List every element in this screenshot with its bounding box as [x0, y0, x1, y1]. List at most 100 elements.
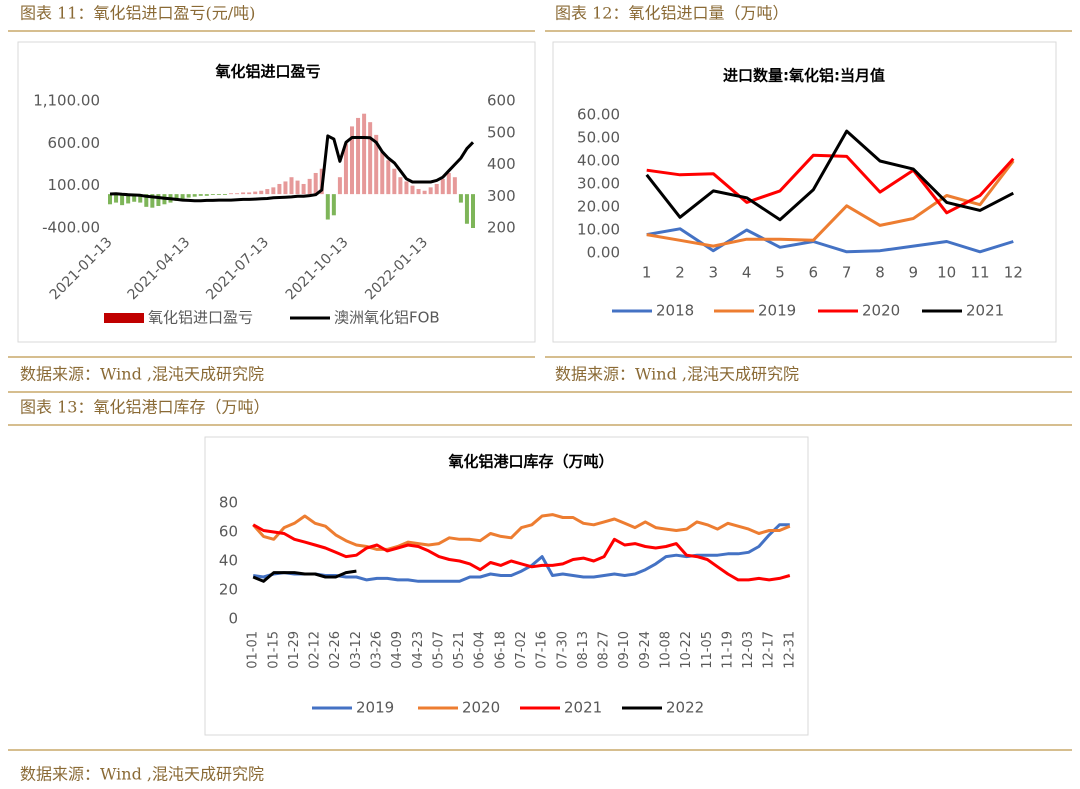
bar — [259, 190, 264, 195]
bar — [283, 181, 288, 195]
bar — [120, 194, 125, 206]
bar — [229, 193, 233, 195]
legend-label: 2021 — [966, 302, 1004, 320]
line — [646, 160, 1015, 248]
y-tick-label: 40.00 — [577, 152, 620, 170]
y2-tick-label: 200 — [487, 219, 516, 237]
bar — [458, 194, 463, 203]
bar — [374, 134, 379, 195]
bar — [440, 178, 445, 195]
chart-frame — [17, 41, 536, 343]
x-tick-label: 5 — [775, 264, 785, 282]
bar — [386, 160, 391, 195]
x-tick-label: 03-26 — [370, 631, 385, 669]
y2-tick-label: 300 — [487, 187, 516, 205]
x-tick-label: 10 — [937, 264, 956, 282]
bar — [404, 181, 409, 195]
line — [645, 129, 1014, 222]
bar — [343, 143, 348, 195]
bar — [271, 187, 276, 195]
x-tick-label: 12-31 — [782, 631, 797, 669]
bar — [434, 183, 439, 195]
x-tick-label: 01-29 — [287, 631, 302, 669]
line — [252, 513, 791, 551]
bar — [198, 194, 203, 196]
bar — [398, 177, 403, 195]
y-tick-label: 100.00 — [48, 176, 101, 194]
x-tick-label: 08-27 — [597, 631, 612, 669]
x-tick-label: 11-05 — [700, 631, 715, 669]
x-tick-label: 12 — [1004, 264, 1023, 282]
x-tick-label: 12-17 — [762, 631, 777, 669]
x-tick-label: 09-24 — [638, 631, 653, 669]
x-tick-label: 06-18 — [493, 631, 508, 669]
x-tick-label: 04-23 — [411, 631, 426, 669]
x-tick-label: 04-09 — [390, 631, 405, 669]
x-tick-label: 6 — [809, 264, 819, 282]
x-tick-label: 9 — [909, 264, 919, 282]
y-tick-label: 30.00 — [577, 175, 620, 193]
y2-tick-label: 500 — [487, 123, 516, 141]
y-tick-label: 20.00 — [577, 198, 620, 216]
bar — [277, 183, 282, 195]
line — [252, 523, 790, 583]
legend-label: 2019 — [758, 302, 796, 320]
source: 数据来源：Wind ,混沌天成研究院 — [20, 365, 264, 384]
y2-tick-label: 400 — [487, 155, 516, 173]
bar — [452, 177, 457, 195]
x-tick-label: 12-03 — [741, 631, 756, 669]
bar — [126, 194, 131, 204]
x-tick-label: 09-10 — [617, 631, 632, 669]
x-tick-label: 3 — [709, 264, 719, 282]
bar — [241, 192, 246, 195]
bar — [180, 194, 185, 200]
x-tick-label: 7 — [842, 264, 852, 282]
bar — [295, 180, 300, 195]
bar — [356, 117, 361, 195]
legend-swatch — [104, 313, 144, 323]
bar — [471, 194, 475, 228]
bar — [216, 194, 221, 195]
y-tick-label: 1,100.00 — [33, 92, 100, 110]
bar — [114, 194, 119, 203]
bar — [392, 168, 397, 195]
x-tick-label: 08-13 — [576, 631, 591, 669]
source: 数据来源：Wind ,混沌天成研究院 — [555, 365, 799, 384]
bar — [144, 194, 149, 207]
y-tick-label: -400.00 — [42, 219, 100, 237]
y-tick-label: 40 — [219, 552, 238, 570]
bar — [222, 194, 227, 195]
bar — [289, 177, 294, 195]
x-tick-label: 06-04 — [473, 631, 488, 669]
x-tick-label: 8 — [875, 264, 885, 282]
bar — [204, 194, 209, 196]
x-tick-label: 03-12 — [349, 631, 364, 669]
y-tick-label: 50.00 — [577, 129, 620, 147]
bar — [210, 194, 215, 195]
legend-label: 2022 — [666, 699, 704, 717]
x-tick-label: 02-26 — [328, 631, 343, 669]
line — [252, 523, 791, 582]
x-tick-label: 10-22 — [679, 631, 694, 669]
caption: 图表 12：氧化铝进口量（万吨） — [555, 4, 788, 23]
bar — [253, 191, 258, 195]
y-tick-label: 600.00 — [48, 134, 101, 152]
bar — [301, 183, 306, 195]
bar — [108, 194, 112, 205]
y-tick-label: 0 — [228, 610, 238, 628]
bar — [265, 189, 270, 195]
line — [646, 227, 1014, 254]
bar — [186, 194, 191, 198]
bar — [464, 194, 469, 224]
x-tick-label: 01-15 — [266, 631, 281, 669]
legend-label: 2020 — [862, 302, 900, 320]
chart-title: 氧化铝进口盈亏 — [214, 63, 320, 81]
caption: 图表 13：氧化铝港口库存（万吨） — [20, 398, 269, 417]
legend-label: 2019 — [356, 699, 394, 717]
bar — [380, 151, 385, 195]
y-tick-label: 10.00 — [577, 221, 620, 239]
bar — [247, 192, 252, 195]
x-tick-label: 2 — [675, 264, 685, 282]
legend-label: 澳洲氧化铝FOB — [334, 309, 440, 327]
